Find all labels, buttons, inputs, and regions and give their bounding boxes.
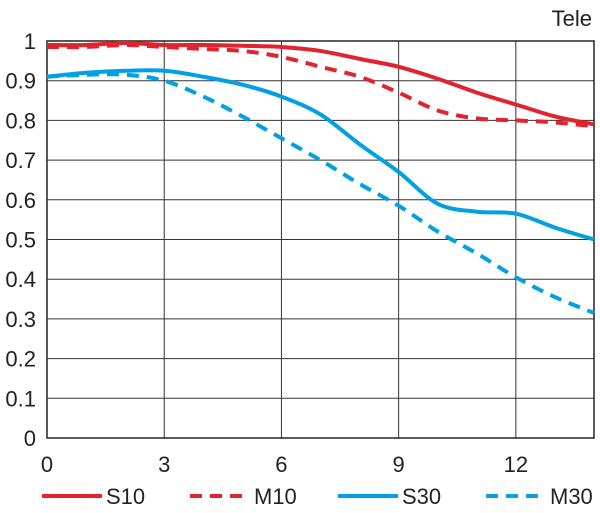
y-tick-label: 0.6 [5, 188, 36, 213]
series-line-m30 [46, 72, 595, 315]
data-series [46, 40, 595, 315]
y-tick-label: 0.4 [5, 267, 36, 292]
y-tick-label: 0.2 [5, 347, 36, 372]
y-tick-label: 0.3 [5, 307, 36, 332]
legend-label-s30: S30 [402, 484, 441, 509]
x-tick-label: 12 [504, 452, 528, 477]
y-tick-label: 1 [24, 29, 36, 54]
x-tick-label: 6 [275, 452, 287, 477]
x-tick-label: 9 [393, 452, 405, 477]
legend-label-s10: S10 [106, 484, 145, 509]
y-tick-label: 0.5 [5, 228, 36, 253]
legend-label-m10: M10 [254, 484, 297, 509]
x-tick-label: 0 [41, 452, 53, 477]
legend-label-m30: M30 [550, 484, 593, 509]
series-line-m10 [46, 42, 595, 129]
y-tick-label: 0.9 [5, 69, 36, 94]
x-tick-label: 3 [158, 452, 170, 477]
legend: S10 M10 S30 M30 [42, 484, 593, 509]
y-tick-label: 0.1 [5, 386, 36, 411]
y-tick-label: 0 [24, 426, 36, 451]
axis-tick-labels: 0 0.1 0.2 0.3 0.4 0.5 0.6 0.7 0.8 0.9 1 0 3 6 9 12 [5, 29, 528, 477]
corner-label-tele: Tele [552, 6, 592, 31]
y-tick-label: 0.8 [5, 108, 36, 133]
grid-lines [47, 41, 594, 438]
series-line-s30 [46, 68, 595, 242]
y-tick-label: 0.7 [5, 148, 36, 173]
